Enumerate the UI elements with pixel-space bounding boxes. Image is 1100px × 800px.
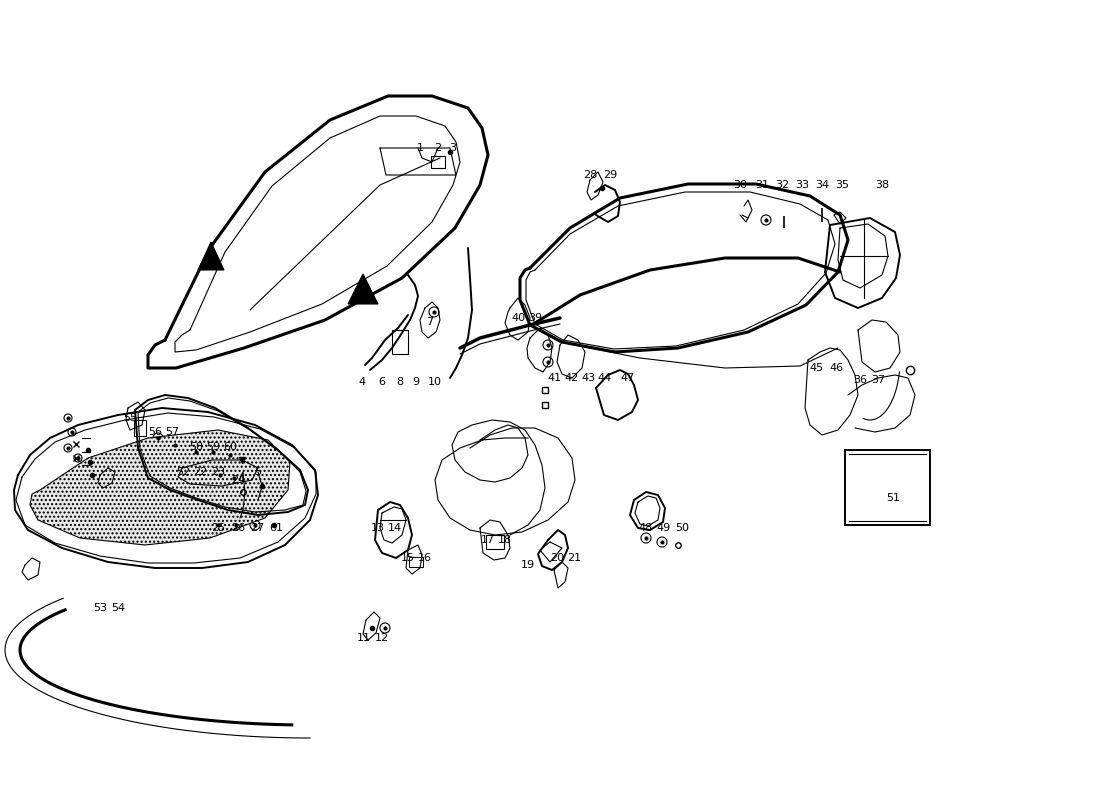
Text: 8: 8 <box>396 377 404 387</box>
Text: 40: 40 <box>510 313 525 323</box>
Text: 44: 44 <box>598 373 612 383</box>
Text: 43: 43 <box>581 373 595 383</box>
Text: 7: 7 <box>427 317 433 327</box>
Text: 11: 11 <box>358 633 371 643</box>
Text: 24: 24 <box>231 475 245 485</box>
Text: 55: 55 <box>123 413 138 423</box>
Text: 16: 16 <box>418 553 432 563</box>
Text: 50: 50 <box>675 523 689 533</box>
Text: 18: 18 <box>498 535 513 545</box>
Text: 61: 61 <box>270 523 283 533</box>
Text: 56: 56 <box>148 427 162 437</box>
Text: 25: 25 <box>211 523 226 533</box>
Text: 19: 19 <box>521 560 535 570</box>
Text: 42: 42 <box>565 373 579 383</box>
Text: 17: 17 <box>481 535 495 545</box>
Text: 39: 39 <box>528 313 542 323</box>
Polygon shape <box>348 274 378 304</box>
Text: 58: 58 <box>189 442 204 452</box>
Text: 38: 38 <box>874 180 889 190</box>
Bar <box>409 557 424 567</box>
Text: 20: 20 <box>550 553 564 563</box>
Text: 21: 21 <box>566 553 581 563</box>
Text: 60: 60 <box>223 442 236 452</box>
Text: 14: 14 <box>388 523 403 533</box>
Text: 31: 31 <box>755 180 769 190</box>
Text: 51: 51 <box>886 493 900 503</box>
Bar <box>134 420 146 436</box>
Polygon shape <box>198 242 224 270</box>
Bar <box>845 450 930 525</box>
Text: 52: 52 <box>176 467 190 477</box>
Text: 29: 29 <box>603 170 617 180</box>
Text: 22: 22 <box>192 467 207 477</box>
Text: 4: 4 <box>359 377 365 387</box>
Text: 36: 36 <box>852 375 867 385</box>
Text: 5: 5 <box>254 467 262 477</box>
Text: 53: 53 <box>94 603 107 613</box>
Text: 3: 3 <box>450 143 456 153</box>
Bar <box>431 156 446 168</box>
Text: 32: 32 <box>774 180 789 190</box>
Text: 2: 2 <box>434 143 441 153</box>
Text: 12: 12 <box>375 633 389 643</box>
Text: 45: 45 <box>808 363 823 373</box>
Text: 23: 23 <box>211 467 226 477</box>
Text: 49: 49 <box>657 523 671 533</box>
Text: 59: 59 <box>206 442 220 452</box>
Text: 27: 27 <box>250 523 264 533</box>
Text: 46: 46 <box>829 363 843 373</box>
Text: 48: 48 <box>639 523 653 533</box>
Text: 13: 13 <box>371 523 385 533</box>
Text: 10: 10 <box>428 377 442 387</box>
Text: 47: 47 <box>620 373 635 383</box>
Text: 54: 54 <box>111 603 125 613</box>
Text: 37: 37 <box>871 375 886 385</box>
Text: 26: 26 <box>231 523 245 533</box>
Text: 28: 28 <box>583 170 597 180</box>
Text: 15: 15 <box>402 553 415 563</box>
Text: 6: 6 <box>378 377 385 387</box>
Text: 35: 35 <box>835 180 849 190</box>
Text: 30: 30 <box>733 180 747 190</box>
Bar <box>392 330 408 354</box>
Text: 9: 9 <box>412 377 419 387</box>
Bar <box>486 535 504 549</box>
Text: 1: 1 <box>417 143 424 153</box>
Text: 57: 57 <box>165 427 179 437</box>
Text: 41: 41 <box>548 373 562 383</box>
Polygon shape <box>30 430 290 545</box>
Text: 34: 34 <box>815 180 829 190</box>
Text: 33: 33 <box>795 180 808 190</box>
